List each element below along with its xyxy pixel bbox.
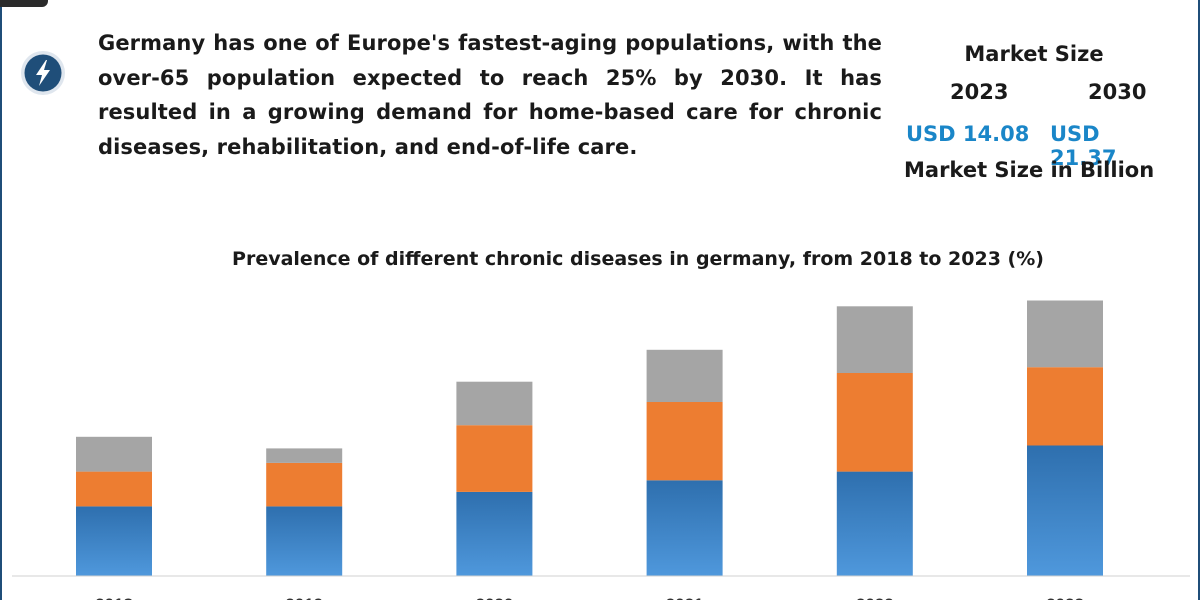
x-tick-label: 2021 — [666, 595, 704, 600]
bar-segment-bottom-2023 — [1027, 445, 1103, 576]
market-size-title: Market Size — [964, 42, 1104, 66]
lightning-bolt-icon — [21, 51, 65, 95]
x-tick-label: 2019 — [285, 595, 323, 600]
bar-segment-bottom-2018 — [76, 506, 152, 576]
bar-segment-bottom-2022 — [836, 471, 913, 576]
bar-segment-middle-2019 — [266, 462, 343, 507]
market-year-start: 2023 — [950, 80, 1009, 104]
market-unit-label: Market Size in Billion — [904, 158, 1155, 182]
x-tick-label: 2022 — [856, 595, 894, 600]
bar-segment-bottom-2021 — [646, 480, 723, 576]
bar-segment-middle-2023 — [1027, 367, 1103, 446]
x-tick-label: 2018 — [95, 595, 133, 600]
bar-segment-top-2018 — [76, 436, 152, 472]
market-value-start: USD 14.08 — [906, 122, 1030, 146]
bar-segment-top-2021 — [646, 349, 723, 402]
bar-segment-top-2023 — [1027, 300, 1103, 368]
x-tick-label: 2023 — [1046, 595, 1084, 600]
bar-segment-middle-2018 — [76, 471, 152, 507]
bars-group — [76, 300, 1103, 576]
x-tick-labels: 2018 2019 2020 2021 2022 2023 — [95, 595, 1084, 600]
stacked-bar-chart: 2018 2019 2020 2021 2022 2023 — [12, 300, 1190, 600]
bar-segment-top-2022 — [836, 306, 913, 373]
bar-segment-middle-2022 — [836, 373, 913, 472]
bar-segment-middle-2021 — [646, 402, 723, 481]
chart-title: Prevalence of different chronic diseases… — [232, 248, 1044, 270]
bar-segment-top-2019 — [266, 448, 343, 463]
bar-segment-bottom-2020 — [456, 491, 533, 576]
market-year-end: 2030 — [1088, 80, 1147, 104]
bar-segment-top-2020 — [456, 381, 533, 426]
x-tick-label: 2020 — [475, 595, 513, 600]
market-value-end: USD 21.37 — [1050, 122, 1117, 170]
brand-logo-fragment — [0, 0, 48, 7]
bar-segment-middle-2020 — [456, 425, 533, 492]
bar-segment-bottom-2019 — [266, 506, 343, 576]
intro-paragraph: Germany has one of Europe's fastest-agin… — [98, 31, 882, 159]
